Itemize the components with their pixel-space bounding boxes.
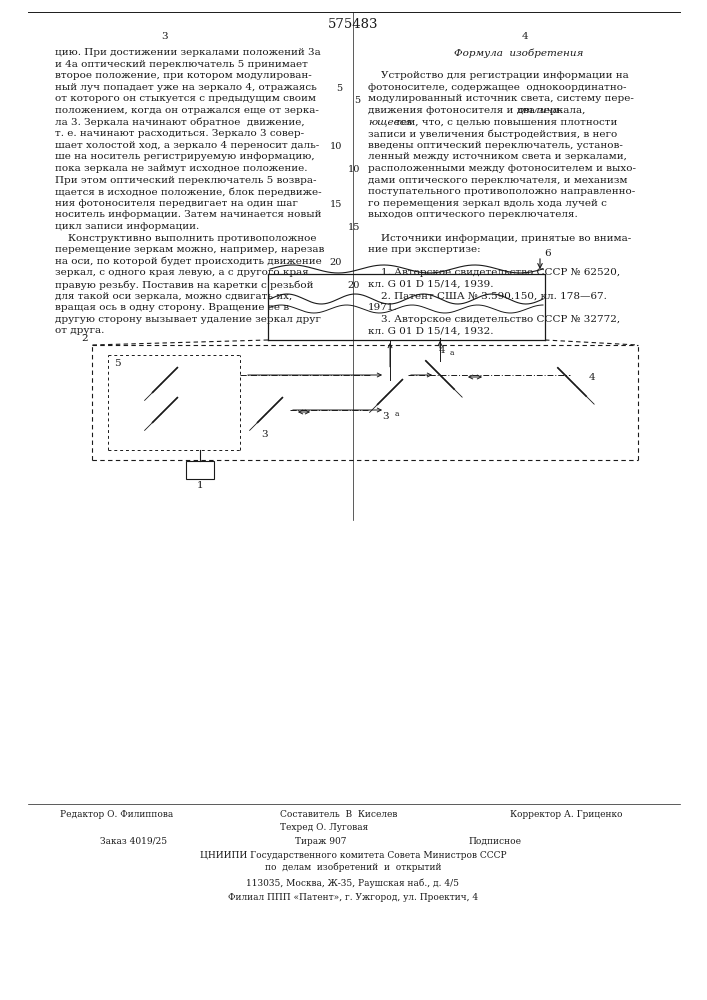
Text: Филиал ППП «Патент», г. Ужгород, ул. Проектич, 4: Филиал ППП «Патент», г. Ужгород, ул. Про…	[228, 893, 478, 902]
Text: Формула  изобретения: Формула изобретения	[455, 48, 584, 57]
Text: Подписное: Подписное	[468, 837, 521, 846]
Text: отлича-: отлича-	[518, 106, 563, 115]
Text: шает холостой ход, а зеркало 4 переносит даль-: шает холостой ход, а зеркало 4 переносит…	[55, 141, 320, 150]
Text: 20: 20	[329, 258, 342, 267]
Text: 5: 5	[354, 96, 360, 105]
Text: 3: 3	[382, 412, 390, 421]
Text: 15: 15	[329, 200, 342, 209]
Text: цикл записи информации.: цикл записи информации.	[55, 222, 199, 231]
Text: от друга.: от друга.	[55, 326, 105, 335]
Text: вращая ось в одну сторону. Вращение ее в: вращая ось в одну сторону. Вращение ее в	[55, 303, 289, 312]
Text: При этом оптический переключатель 5 возвра-: При этом оптический переключатель 5 возв…	[55, 176, 317, 185]
Text: дами оптического переключателя, и механизм: дами оптического переключателя, и механи…	[368, 176, 628, 185]
Text: на оси, по которой будет происходить движение: на оси, по которой будет происходить дви…	[55, 257, 322, 266]
Text: поступательного противоположно направленно-: поступательного противоположно направлен…	[368, 187, 636, 196]
Text: 1. Авторское свидетельство СССР № 62520,: 1. Авторское свидетельство СССР № 62520,	[368, 268, 620, 277]
Text: 6: 6	[544, 249, 551, 258]
Text: 10: 10	[348, 165, 360, 174]
Text: Техред О. Луговая: Техред О. Луговая	[280, 823, 368, 832]
Text: перемещение зеркам можно, например, нарезав: перемещение зеркам можно, например, наре…	[55, 245, 325, 254]
Text: 2. Патент США № 3.590.150, кл. 178—67.: 2. Патент США № 3.590.150, кл. 178—67.	[368, 292, 607, 301]
Text: другую сторону вызывает удаление зеркал друг: другую сторону вызывает удаление зеркал …	[55, 315, 321, 324]
Text: введены оптический переключатель, установ-: введены оптический переключатель, устано…	[368, 141, 623, 150]
Text: ние при экспертизе:: ние при экспертизе:	[368, 245, 481, 254]
Text: Устройство для регистрации информации на: Устройство для регистрации информации на	[368, 71, 629, 80]
Text: 575483: 575483	[328, 18, 378, 31]
Text: 4: 4	[589, 373, 596, 382]
Text: ленный между источником света и зеркалами,: ленный между источником света и зеркалам…	[368, 152, 627, 161]
Text: и 4а оптический переключатель 5 принимает: и 4а оптический переключатель 5 принимае…	[55, 60, 308, 69]
Text: кл. G 01 D 15/14, 1939.: кл. G 01 D 15/14, 1939.	[368, 280, 493, 289]
Text: ющееся: ющееся	[368, 118, 412, 127]
Text: носитель информации. Затем начинается новый: носитель информации. Затем начинается но…	[55, 210, 322, 219]
Text: 3: 3	[162, 32, 168, 41]
Text: 15: 15	[348, 223, 360, 232]
Text: щается в исходное положение, блок передвиже-: щается в исходное положение, блок передв…	[55, 187, 322, 197]
Text: 5: 5	[336, 84, 342, 93]
Text: т. е. начинают расходиться. Зеркало 3 совер-: т. е. начинают расходиться. Зеркало 3 со…	[55, 129, 304, 138]
Text: положением, когда он отражался еще от зерка-: положением, когда он отражался еще от зе…	[55, 106, 319, 115]
Text: пока зеркала не займут исходное положение.: пока зеркала не займут исходное положени…	[55, 164, 308, 173]
Text: 3. Авторское свидетельство СССР № 32772,: 3. Авторское свидетельство СССР № 32772,	[368, 315, 620, 324]
Text: 1971.: 1971.	[368, 303, 398, 312]
Text: 1: 1	[197, 481, 204, 490]
Text: ный луч попадает уже на зеркало 4, отражаясь: ный луч попадает уже на зеркало 4, отраж…	[55, 83, 317, 92]
Text: Заказ 4019/25: Заказ 4019/25	[100, 837, 167, 846]
Text: зеркал, с одного края левую, а с другого края: зеркал, с одного края левую, а с другого…	[55, 268, 309, 277]
Text: го перемещения зеркал вдоль хода лучей с: го перемещения зеркал вдоль хода лучей с	[368, 199, 607, 208]
Text: записи и увеличения быстродействия, в него: записи и увеличения быстродействия, в не…	[368, 129, 617, 139]
Text: ла 3. Зеркала начинают обратное  движение,: ла 3. Зеркала начинают обратное движение…	[55, 118, 305, 127]
Text: 113035, Москва, Ж-35, Раушская наб., д. 4/5: 113035, Москва, Ж-35, Раушская наб., д. …	[247, 878, 460, 888]
Text: а: а	[450, 349, 455, 357]
Text: модулированный источник света, систему пере-: модулированный источник света, систему п…	[368, 94, 634, 103]
Text: фотоносителе, содержащее  однокоординатно-: фотоносителе, содержащее однокоординатно…	[368, 83, 626, 92]
Text: по  делам  изобретений  и  открытий: по делам изобретений и открытий	[264, 863, 441, 872]
Text: Составитель  В  Киселев: Составитель В Киселев	[280, 810, 397, 819]
Text: 4: 4	[438, 346, 445, 355]
Text: Корректор А. Гриценко: Корректор А. Гриценко	[510, 810, 622, 819]
Text: расположенными между фотоносителем и выхо-: расположенными между фотоносителем и вых…	[368, 164, 636, 173]
Text: для такой оси зеркала, можно сдвигать их,: для такой оси зеркала, можно сдвигать их…	[55, 292, 292, 301]
Text: выходов оптического переключателя.: выходов оптического переключателя.	[368, 210, 578, 219]
Text: Источники информации, принятые во внима-: Источники информации, принятые во внима-	[368, 234, 631, 243]
Text: тем, что, с целью повышения плотности: тем, что, с целью повышения плотности	[392, 118, 618, 127]
Text: ше на носитель регистрируемую информацию,: ше на носитель регистрируемую информацию…	[55, 152, 315, 161]
Text: 10: 10	[329, 142, 342, 151]
Text: второе положение, при котором модулирован-: второе положение, при котором модулирова…	[55, 71, 312, 80]
Text: 2: 2	[81, 334, 88, 343]
Text: кл. G 01 D 15/14, 1932.: кл. G 01 D 15/14, 1932.	[368, 326, 493, 335]
Text: Редактор О. Филиппова: Редактор О. Филиппова	[60, 810, 173, 819]
Text: ния фотоносителя передвигает на один шаг: ния фотоносителя передвигает на один шаг	[55, 199, 298, 208]
Text: правую резьбу. Поставив на каретки с резьбой: правую резьбу. Поставив на каретки с рез…	[55, 280, 313, 290]
Text: движения фотоносителя и два зеркала,: движения фотоносителя и два зеркала,	[368, 106, 589, 115]
Text: 20: 20	[348, 281, 360, 290]
Bar	[186, 461, 214, 479]
Text: цию. При достижении зеркалами положений 3а: цию. При достижении зеркалами положений …	[55, 48, 321, 57]
Text: 5: 5	[114, 359, 121, 368]
Text: Тираж 907: Тираж 907	[295, 837, 346, 846]
Text: 4: 4	[522, 32, 528, 41]
Text: а: а	[395, 410, 399, 418]
Text: 3: 3	[262, 430, 269, 439]
Text: ЦНИИПИ Государственного комитета Совета Министров СССР: ЦНИИПИ Государственного комитета Совета …	[199, 851, 506, 860]
Text: Конструктивно выполнить противоположное: Конструктивно выполнить противоположное	[55, 234, 317, 243]
Text: от которого он стыкуется с предыдущим своим: от которого он стыкуется с предыдущим св…	[55, 94, 316, 103]
